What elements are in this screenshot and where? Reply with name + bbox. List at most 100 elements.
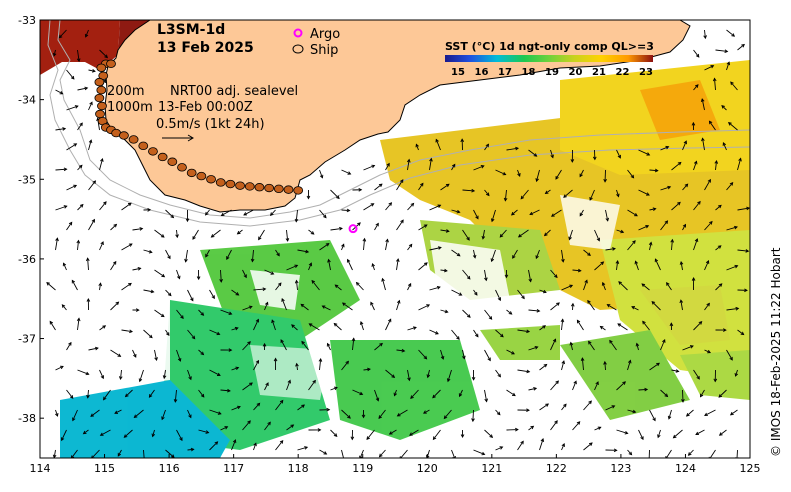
current-vector (55, 128, 66, 131)
current-vector (330, 189, 340, 199)
current-vector (473, 329, 479, 337)
current-vector-head (256, 402, 261, 407)
current-vector-head (727, 122, 732, 126)
ship-position (225, 179, 236, 189)
current-vector (671, 162, 682, 171)
current-vector (165, 209, 174, 218)
current-vector-head (456, 209, 461, 214)
current-vector (72, 409, 78, 421)
current-vector (220, 389, 231, 392)
current-vector (319, 449, 327, 455)
current-vector-head (645, 224, 650, 229)
current-vector-head (234, 326, 239, 331)
current-vector (103, 389, 111, 400)
current-vector (726, 29, 735, 37)
current-vector (451, 164, 456, 171)
current-vector (143, 249, 152, 253)
current-vector (110, 349, 121, 357)
current-vector-head (73, 143, 78, 147)
current-vector-head (359, 391, 364, 396)
current-vector-head (200, 351, 205, 356)
current-vector (374, 183, 383, 191)
current-vector-head (422, 410, 427, 414)
current-vector (77, 240, 79, 251)
current-vector-head (175, 234, 179, 239)
current-vector (396, 219, 404, 231)
current-vector (220, 426, 228, 431)
ship-position (196, 171, 207, 181)
current-vector-head (160, 234, 165, 238)
current-vector (297, 404, 305, 411)
current-vector-head (191, 335, 196, 340)
current-vector (396, 179, 404, 191)
current-vector (440, 183, 450, 191)
current-vector-head (481, 451, 486, 456)
current-vector (308, 380, 316, 391)
current-vector (649, 409, 656, 421)
current-vector-head (285, 238, 290, 242)
current-vector-head (561, 258, 565, 263)
current-vector (604, 361, 606, 371)
current-vector-head (717, 245, 722, 249)
current-vector-head (696, 375, 700, 380)
current-vector-head (205, 253, 209, 258)
current-vector-head (708, 120, 713, 125)
current-vector-head (597, 426, 602, 430)
current-vector-head (729, 356, 733, 361)
current-vector-head (123, 434, 128, 438)
current-vector-head (615, 260, 620, 264)
current-vector-head (104, 54, 108, 59)
current-vector (517, 329, 530, 333)
current-vector-head (179, 437, 183, 442)
current-vector-head (471, 376, 476, 381)
current-vector-head (401, 348, 406, 353)
current-vector (366, 429, 375, 440)
current-vector (161, 409, 166, 420)
current-vector (737, 329, 744, 335)
current-vector-head (432, 436, 437, 441)
current-vector-head (258, 236, 262, 241)
ship-position (264, 183, 275, 193)
current-vector (394, 389, 397, 396)
current-vector (484, 389, 488, 402)
current-vector-head (480, 165, 485, 169)
current-vector (462, 309, 471, 318)
current-vector (55, 238, 58, 251)
current-vector-head (166, 332, 170, 337)
current-vector (251, 249, 254, 262)
current-vector (66, 105, 78, 111)
current-vector (704, 29, 706, 39)
current-vector (700, 389, 705, 397)
current-vector-head (228, 311, 233, 315)
current-vector-head (304, 446, 309, 450)
current-vector (110, 224, 117, 231)
current-vector (309, 323, 320, 331)
current-vector (638, 189, 650, 196)
current-vector (385, 369, 395, 378)
current-vector-head (628, 451, 633, 456)
current-vector-head (102, 325, 107, 329)
current-vector (121, 243, 133, 251)
current-vector (435, 139, 441, 151)
current-vector (275, 282, 282, 291)
current-vector-head (446, 378, 451, 383)
current-vector (226, 249, 232, 260)
current-vector-head (321, 305, 326, 309)
current-vector-head (100, 157, 104, 162)
current-vector (693, 238, 698, 251)
current-vector (451, 209, 460, 213)
current-vector-head (746, 206, 750, 211)
ship-position (206, 175, 216, 184)
ship-track (94, 59, 304, 195)
current-vector-head (729, 181, 734, 186)
current-vector-head (587, 299, 591, 304)
current-vector (704, 221, 713, 231)
current-vector (472, 409, 474, 422)
current-vector (423, 409, 430, 414)
current-vector (704, 260, 709, 271)
current-vector-head (712, 77, 717, 82)
current-vector (243, 209, 254, 216)
current-vector-head (724, 49, 729, 53)
current-vector-head (530, 425, 535, 430)
current-vector (484, 309, 493, 320)
